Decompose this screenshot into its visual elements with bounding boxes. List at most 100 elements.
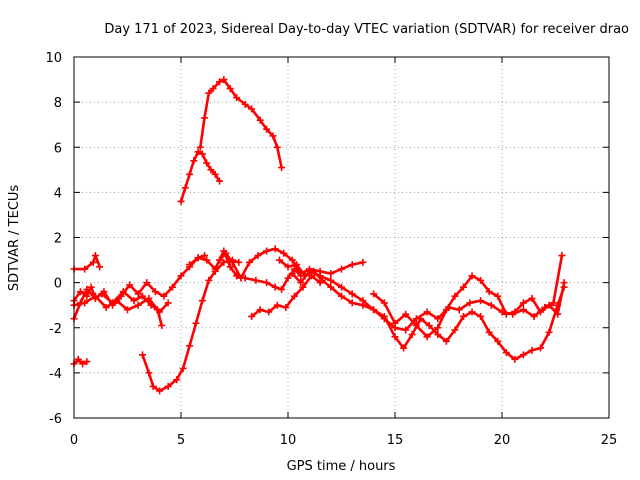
- data-point: [265, 308, 273, 316]
- data-point: [237, 274, 245, 282]
- data-point: [248, 312, 256, 320]
- data-point: [537, 344, 545, 352]
- data-point: [511, 308, 519, 316]
- data-point: [537, 308, 545, 316]
- data-point: [348, 261, 356, 269]
- data-point: [280, 249, 288, 257]
- data-point: [391, 333, 399, 341]
- y-tick-label: -4: [49, 367, 62, 382]
- data-point: [91, 294, 99, 302]
- data-point: [207, 166, 215, 174]
- data-point: [271, 245, 279, 253]
- data-point: [134, 301, 142, 309]
- data-point: [284, 263, 292, 271]
- data-point: [487, 301, 495, 309]
- data-point: [173, 376, 181, 384]
- data-point: [177, 197, 185, 205]
- data-point: [156, 308, 164, 316]
- data-point: [263, 125, 271, 133]
- data-point: [156, 387, 164, 395]
- data-point: [220, 258, 228, 266]
- data-point: [138, 351, 146, 359]
- series-track-n: [370, 272, 568, 341]
- data-point: [168, 283, 176, 291]
- data-point: [205, 276, 213, 284]
- series-line: [72, 357, 89, 366]
- data-point: [216, 78, 224, 86]
- data-point: [545, 301, 553, 309]
- data-point: [468, 308, 476, 316]
- data-point: [549, 299, 557, 307]
- data-point: [299, 283, 307, 291]
- data-point: [186, 261, 194, 269]
- data-point: [423, 333, 431, 341]
- data-point: [87, 283, 95, 291]
- data-point: [211, 170, 219, 178]
- data-point: [89, 258, 97, 266]
- data-point: [290, 292, 298, 300]
- series-track-f: [138, 256, 243, 395]
- data-point: [263, 247, 271, 255]
- series-line: [141, 258, 241, 393]
- data-point: [545, 328, 553, 336]
- data-point: [241, 100, 249, 108]
- x-tick-label: 15: [387, 433, 404, 448]
- data-point: [278, 285, 286, 293]
- data-point: [164, 299, 172, 307]
- data-point: [288, 256, 296, 264]
- data-point: [198, 150, 206, 158]
- data-point: [109, 301, 117, 309]
- data-point: [554, 310, 562, 318]
- x-tick-label: 0: [70, 433, 78, 448]
- data-point: [74, 355, 82, 363]
- series-track-e: [70, 355, 91, 368]
- y-tick-label: 2: [54, 232, 62, 247]
- y-tick-label: 4: [54, 186, 62, 201]
- data-point: [400, 344, 408, 352]
- data-point: [528, 294, 536, 302]
- data-point: [370, 306, 378, 314]
- y-tick-label: -6: [49, 412, 62, 427]
- data-point: [228, 258, 236, 266]
- chart-title: Day 171 of 2023, Sidereal Day-to-day VTE…: [104, 22, 629, 37]
- data-point: [359, 297, 367, 305]
- data-point: [194, 148, 202, 156]
- x-axis-label: GPS time / hours: [287, 459, 396, 474]
- data-point: [380, 315, 388, 323]
- data-point: [477, 312, 485, 320]
- data-point: [100, 288, 108, 296]
- data-point: [459, 312, 467, 320]
- y-tick-label: 8: [54, 96, 62, 111]
- data-point: [96, 263, 104, 271]
- data-point: [338, 265, 345, 273]
- data-point: [275, 256, 283, 264]
- data-point: [425, 321, 433, 329]
- data-point: [402, 326, 410, 334]
- data-point: [327, 276, 335, 284]
- data-point: [402, 310, 410, 318]
- y-axis-label: SDTVAR / TECUs: [7, 185, 22, 292]
- data-point: [102, 303, 110, 311]
- data-point: [216, 177, 224, 185]
- data-point: [83, 358, 91, 366]
- data-point: [297, 279, 305, 287]
- data-point: [179, 364, 187, 372]
- data-point: [442, 337, 450, 345]
- data-point: [149, 382, 157, 390]
- series-track-g: [177, 148, 224, 205]
- data-point: [459, 283, 467, 291]
- data-point: [380, 299, 388, 307]
- data-point: [192, 319, 200, 327]
- data-point: [124, 306, 131, 314]
- data-point: [81, 265, 89, 273]
- data-point: [186, 342, 194, 350]
- data-point: [190, 157, 198, 165]
- data-point: [222, 249, 230, 257]
- data-point: [203, 256, 211, 264]
- data-point: [558, 252, 566, 260]
- data-point: [196, 143, 204, 151]
- series-track-k: [248, 272, 324, 320]
- data-point: [143, 279, 151, 287]
- data-point: [164, 382, 172, 390]
- data-point: [485, 288, 493, 296]
